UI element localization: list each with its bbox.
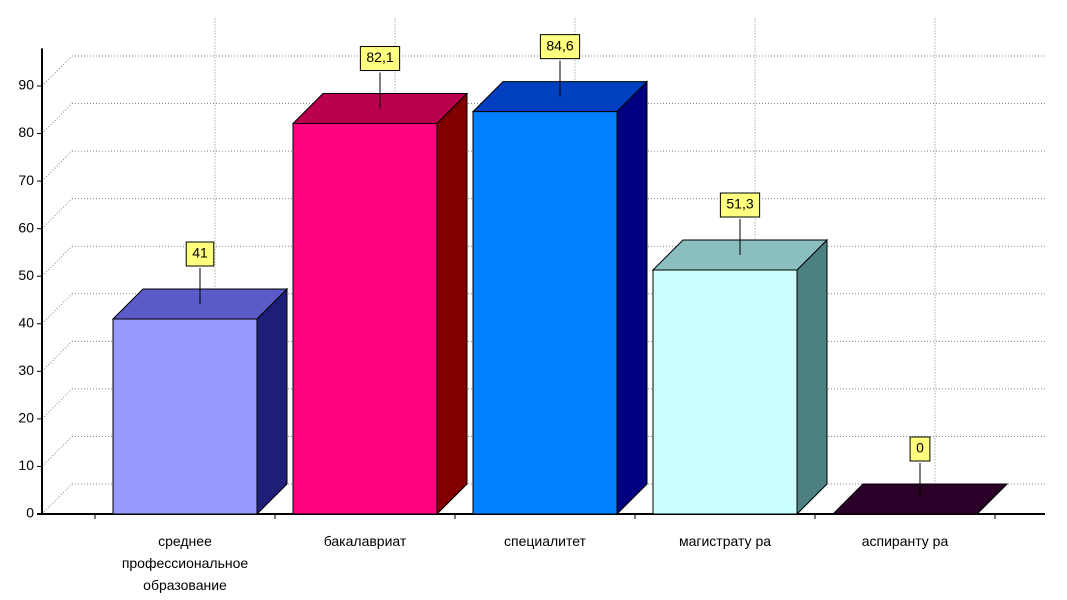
grid-line-side: [41, 198, 73, 229]
y-tick-label: 80: [18, 124, 34, 140]
y-tick-label: 0: [26, 505, 34, 521]
y-tick-label: 90: [18, 77, 34, 93]
value-label-box: [909, 436, 931, 462]
bar-side: [256, 287, 288, 516]
value-label: 0: [916, 440, 924, 456]
value-label: 41: [192, 245, 208, 261]
bar-front: [652, 269, 798, 515]
bar: [291, 92, 469, 516]
grid-line-side: [41, 293, 73, 325]
grid-line-side: [41, 483, 73, 515]
value-label-box: [539, 34, 581, 60]
y-tick-label: 60: [18, 219, 34, 235]
grid-line-side: [41, 55, 73, 87]
bar-side: [796, 238, 828, 516]
bar: [111, 287, 289, 516]
value-label: 51,3: [726, 196, 753, 212]
x-tick-label: магистрату ра: [678, 533, 772, 549]
bar-front: [292, 123, 438, 515]
bar: [471, 80, 649, 516]
bar-front: [472, 111, 618, 515]
grid-line-side: [41, 245, 73, 277]
value-label: 84,6: [546, 37, 573, 53]
value-label-box: [359, 46, 401, 72]
y-tick-label: 30: [18, 362, 34, 378]
grid-line-side: [41, 388, 73, 420]
grid-line-side: [41, 103, 73, 134]
bar-front: [112, 318, 258, 515]
x-tick-label: аспиранту ра: [861, 533, 949, 549]
x-tick-label: бакалавриат: [323, 533, 407, 549]
value-label-box: [719, 192, 761, 218]
grid-line-side: [41, 436, 73, 467]
y-tick-label: 40: [18, 314, 34, 330]
value-label-box: [185, 241, 215, 267]
bar-side: [436, 92, 468, 516]
grid-line-side: [41, 150, 73, 182]
y-tick-label: 70: [18, 172, 34, 188]
x-tick-label: специалитет: [504, 533, 586, 549]
y-tick-label: 10: [18, 457, 34, 473]
y-tick-label: 50: [18, 267, 34, 283]
bar: [651, 238, 829, 516]
bar-side: [616, 80, 648, 516]
x-tick-label: среднее профессиональное образование: [121, 533, 249, 593]
grid-line-side: [41, 340, 73, 372]
y-tick-label: 20: [18, 410, 34, 426]
value-label: 82,1: [366, 49, 393, 65]
